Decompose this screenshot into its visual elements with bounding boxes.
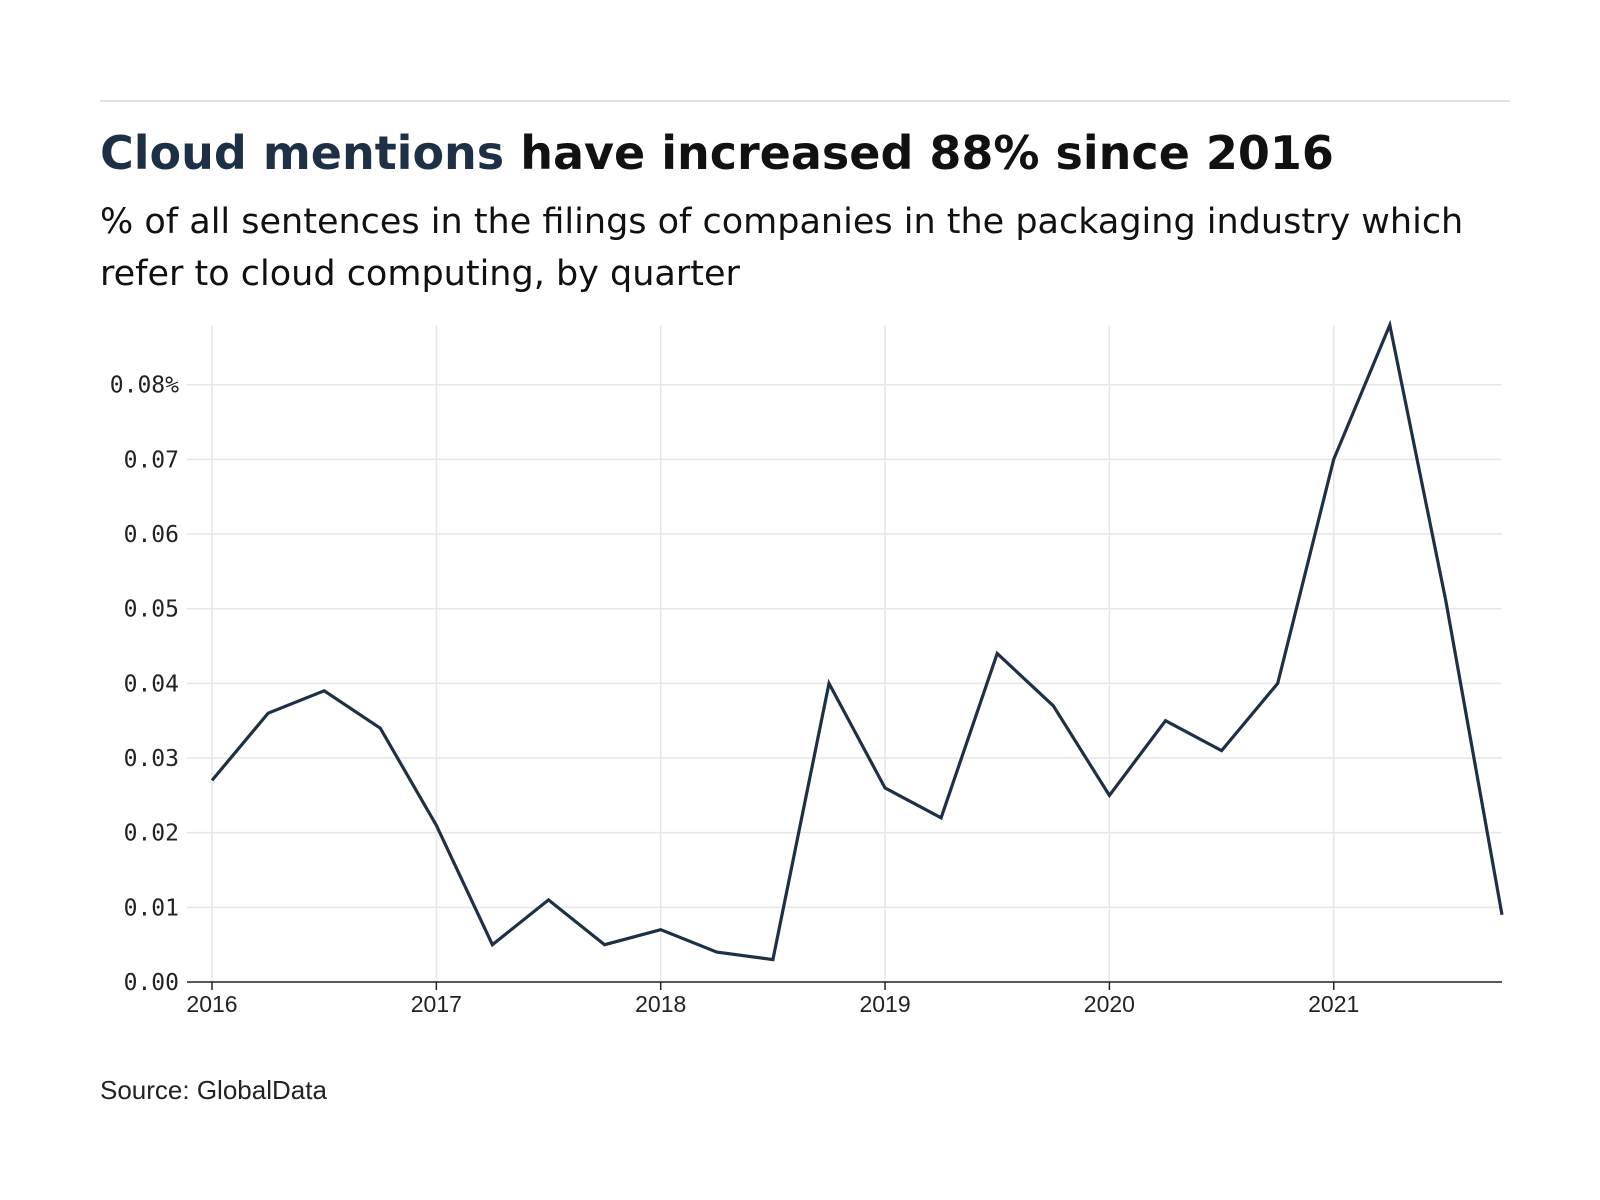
x-tick-label: 2018 xyxy=(635,991,686,1017)
series-line xyxy=(210,319,1504,962)
chart-title: Cloud mentions have increased 88% since … xyxy=(100,122,1334,184)
source-note: Source: GlobalData xyxy=(100,1075,327,1105)
x-tick-label: 2021 xyxy=(1308,991,1359,1017)
x-tick-label: 2019 xyxy=(859,991,910,1017)
y-tick-label: 0.00 xyxy=(124,970,179,996)
title-highlight: Cloud mentions xyxy=(100,126,505,180)
y-tick-label: 0.03 xyxy=(124,746,179,772)
x-tick-label: 2020 xyxy=(1084,991,1135,1017)
chart-subtitle: % of all sentences in the filings of com… xyxy=(100,202,1464,294)
x-tick-label: 2017 xyxy=(411,991,462,1017)
title-rest: have increased 88% since 2016 xyxy=(504,126,1334,180)
y-tick-label: 0.06 xyxy=(124,522,179,548)
y-tick-label: 0.01 xyxy=(124,895,179,921)
grid-lines xyxy=(187,325,1502,982)
line-chart: 0.00 0.01 0.02 0.03 0.04 0.05 0.06 0.07 0.08% 20… xyxy=(110,319,1504,1017)
y-tick-label: 0.07 xyxy=(124,447,179,473)
y-tick-label: 0.08% xyxy=(110,373,179,399)
y-axis-tick-labels: 0.00 0.01 0.02 0.03 0.04 0.05 0.06 0.07 0.08% xyxy=(110,373,179,996)
top-divider xyxy=(100,100,1510,102)
y-tick-label: 0.02 xyxy=(124,821,179,847)
x-axis xyxy=(187,981,1502,990)
y-tick-label: 0.05 xyxy=(124,597,179,623)
x-tick-label: 2016 xyxy=(186,991,237,1017)
data-series xyxy=(210,319,1504,962)
x-axis-tick-labels: 2016 2017 2018 2019 2020 2021 xyxy=(186,991,1359,1017)
y-tick-label: 0.04 xyxy=(124,671,179,697)
